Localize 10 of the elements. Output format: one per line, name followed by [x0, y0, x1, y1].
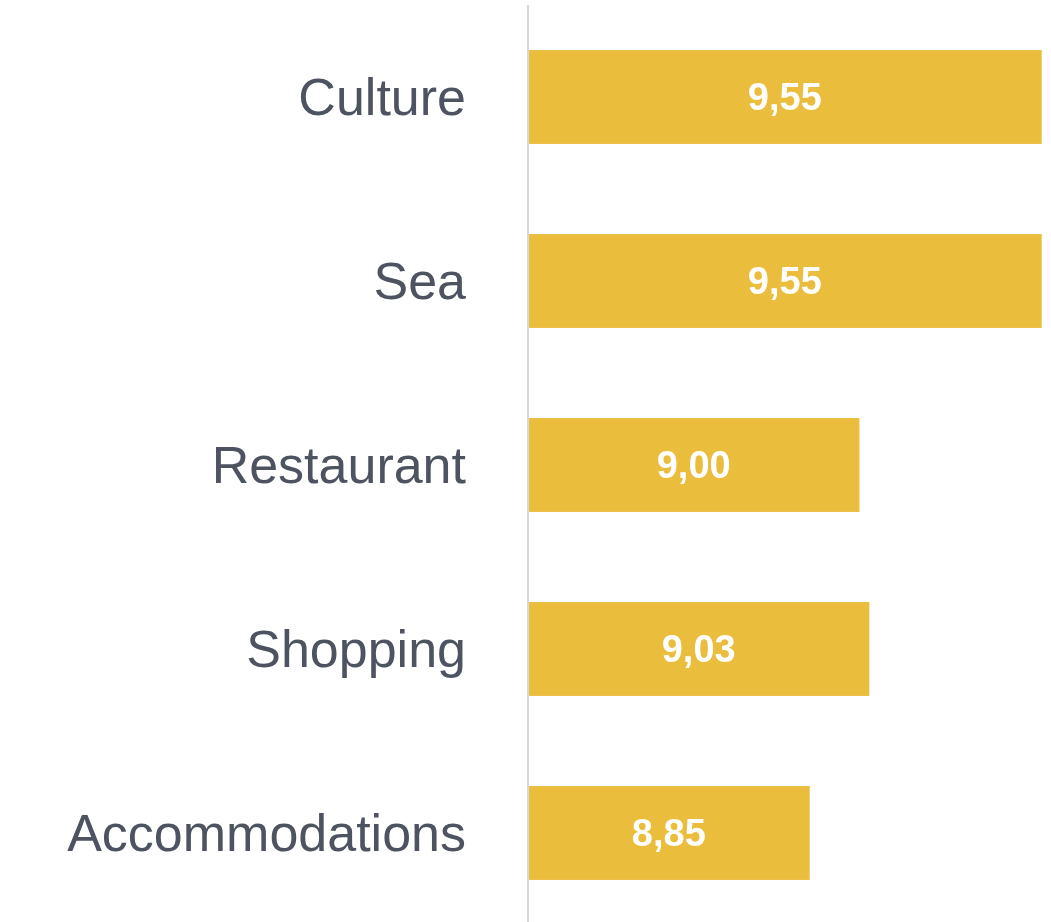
data-label: 9,55 [747, 260, 822, 303]
data-label: 9,00 [656, 444, 731, 487]
y-tick-label: Accommodations [67, 804, 466, 863]
data-label: 8,85 [631, 812, 706, 855]
y-tick-label: Restaurant [211, 436, 467, 495]
y-tick-label: Culture [298, 68, 466, 127]
data-label: 9,55 [747, 76, 822, 119]
y-tick-label: Shopping [246, 620, 466, 679]
y-tick-label: Sea [373, 252, 467, 311]
data-label: 9,03 [661, 628, 736, 671]
